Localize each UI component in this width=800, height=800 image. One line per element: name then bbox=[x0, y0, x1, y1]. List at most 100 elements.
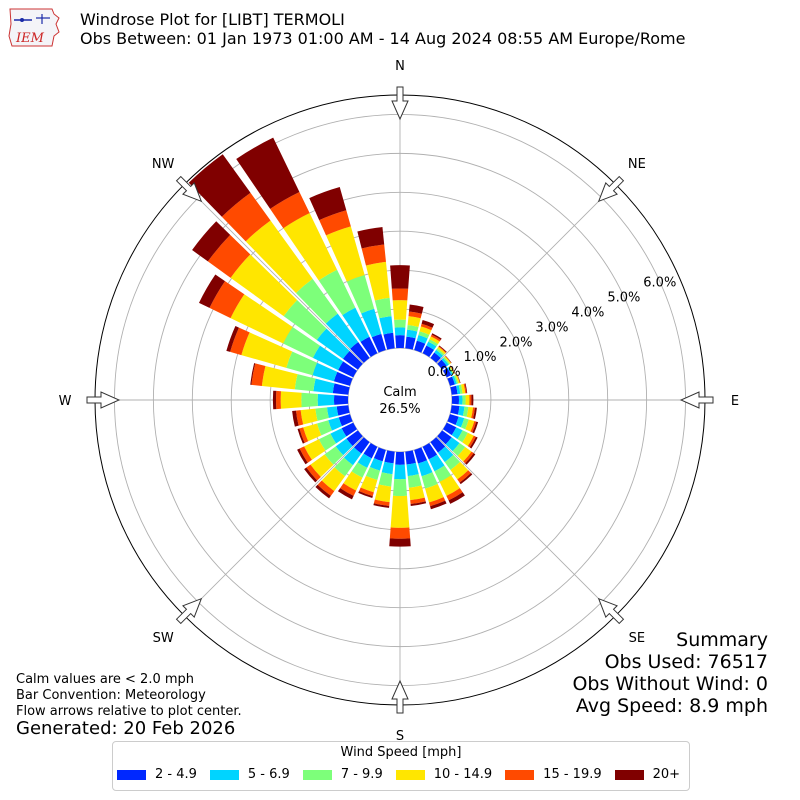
windrose-bar-segment bbox=[390, 265, 410, 289]
flow-arrows-note: Flow arrows relative to plot center. bbox=[16, 704, 242, 719]
windrose-bar-segment bbox=[275, 390, 281, 410]
windrose-bar-segment bbox=[357, 453, 372, 468]
compass-label: S bbox=[396, 729, 404, 744]
windrose-bar-segment bbox=[445, 355, 452, 363]
windrose-bar-segment bbox=[315, 484, 331, 499]
flow-arrow-icon bbox=[175, 175, 203, 203]
windrose-bar-segment bbox=[390, 495, 410, 528]
compass-label: SW bbox=[153, 631, 174, 646]
legend-swatch bbox=[614, 769, 644, 780]
windrose-bar-segment bbox=[406, 329, 418, 339]
windrose-bar-segment bbox=[426, 341, 437, 350]
angular-gridline bbox=[184, 436, 364, 616]
windrose-bar-segment bbox=[241, 332, 293, 368]
windrose-bar-segment bbox=[334, 457, 353, 477]
windrose-bar-segment bbox=[251, 363, 266, 386]
windrose-bar-segment bbox=[394, 464, 406, 480]
windrose-bar-segment bbox=[408, 485, 425, 501]
calm-center bbox=[350, 350, 450, 450]
windrose-bar-segment bbox=[373, 503, 390, 508]
calm-note: Calm values are < 2.0 mph bbox=[16, 672, 195, 687]
windrose-bar-segment bbox=[458, 395, 463, 405]
windrose-bar-segment bbox=[406, 462, 419, 477]
windrose-bar-segment bbox=[309, 187, 347, 221]
windrose-bar-segment bbox=[317, 393, 335, 407]
windrose-bar-segment bbox=[428, 454, 445, 472]
windrose-bar-segment bbox=[321, 467, 345, 492]
windrose-bar-segment bbox=[470, 421, 477, 433]
windrose-bar-segment bbox=[430, 352, 441, 363]
windrose-bar-segment bbox=[395, 451, 405, 465]
windrose-bar-segment bbox=[341, 422, 357, 437]
summary-heading: Summary bbox=[676, 629, 768, 651]
calm-label: Calm bbox=[383, 385, 416, 400]
flow-arrow-icon bbox=[679, 391, 714, 409]
radial-tick-label: 1.0% bbox=[463, 350, 496, 365]
windrose-bar-segment bbox=[363, 443, 378, 459]
windrose-bar-segment bbox=[361, 244, 386, 266]
flow-arrow-icon bbox=[597, 597, 625, 625]
windrose-bar-segment bbox=[340, 483, 357, 496]
windrose-bar-segment bbox=[451, 427, 463, 440]
windrose-bar-segment bbox=[471, 407, 475, 419]
windrose-bar-segment bbox=[448, 492, 465, 504]
windrose-bar-segment bbox=[304, 439, 326, 460]
windrose-bar-segment bbox=[236, 137, 300, 209]
windrose-bar-segment bbox=[462, 406, 469, 417]
summary-obs-without-wind: Obs Without Wind: 0 bbox=[572, 673, 768, 695]
windrose-bar-segment bbox=[394, 319, 406, 328]
windrose-bar-segment bbox=[414, 340, 426, 353]
windrose-bar-segment bbox=[447, 376, 455, 386]
windrose-bar-segment bbox=[407, 316, 421, 327]
chart-title: Windrose Plot for [LIBT] TERMOLI bbox=[80, 10, 345, 29]
windrose-bar-segment bbox=[465, 419, 475, 432]
windrose-bar-segment bbox=[283, 213, 338, 281]
windrose-bar-segment bbox=[471, 394, 474, 406]
windrose-bar-segment bbox=[460, 383, 466, 394]
windrose-bar-segment bbox=[361, 308, 382, 338]
legend-swatch bbox=[117, 769, 146, 780]
windrose-bar-segment bbox=[463, 383, 467, 394]
windrose-bar-segment bbox=[294, 374, 316, 392]
windrose-bar-segment bbox=[230, 254, 298, 317]
windrose-bar-segment bbox=[452, 375, 457, 385]
generated-date: Generated: 20 Feb 2026 bbox=[16, 718, 236, 739]
windrose-bar-segment bbox=[333, 395, 349, 405]
windrose-bar-segment bbox=[408, 304, 424, 314]
windrose-bar-segment bbox=[328, 417, 342, 431]
windrose-bar-segment bbox=[373, 447, 386, 462]
radial-tick-label: 3.0% bbox=[535, 320, 568, 335]
windrose-bar-segment bbox=[192, 221, 231, 262]
windrose-bar-segment bbox=[434, 465, 452, 482]
legend-label: 10 - 14.9 bbox=[433, 767, 493, 782]
windrose-bar-segment bbox=[297, 448, 308, 465]
legend-label: 15 - 19.9 bbox=[543, 767, 602, 782]
windrose-bar-segment bbox=[391, 288, 409, 301]
windrose-bar-segment bbox=[374, 484, 392, 503]
windrose-bar-segment bbox=[451, 395, 460, 405]
radial-tick-label: 4.0% bbox=[571, 306, 604, 321]
windrose-bar-segment bbox=[359, 487, 374, 497]
windrose-bar-segment bbox=[421, 320, 435, 328]
windrose-bar-segment bbox=[315, 407, 329, 421]
windrose-bar-segment bbox=[350, 342, 370, 363]
windrose-bar-segment bbox=[447, 367, 453, 376]
windrose-bar-segment bbox=[280, 391, 302, 409]
legend-title: Wind Speed [mph] bbox=[340, 745, 462, 760]
bar-convention-note: Bar Convention: Meteorology bbox=[16, 688, 206, 703]
windrose-bar-segment bbox=[456, 385, 461, 395]
windrose-bar-segment bbox=[430, 334, 441, 342]
windrose-bar-segment bbox=[295, 278, 338, 324]
compass-label: SE bbox=[629, 631, 645, 646]
windrose-bar-segment bbox=[353, 437, 370, 454]
windrose-bar-segment bbox=[250, 363, 256, 385]
flow-arrow-icon bbox=[175, 597, 203, 625]
windrose-bar-segment bbox=[299, 446, 312, 463]
windrose-bar-segment bbox=[342, 350, 363, 370]
windrose-bar-segment bbox=[351, 462, 368, 478]
calm-value: 26.5% bbox=[379, 402, 420, 417]
windrose-bar-segment bbox=[459, 472, 473, 485]
windrose-bar-segment bbox=[431, 333, 442, 340]
windrose-bar-segment bbox=[365, 466, 381, 480]
